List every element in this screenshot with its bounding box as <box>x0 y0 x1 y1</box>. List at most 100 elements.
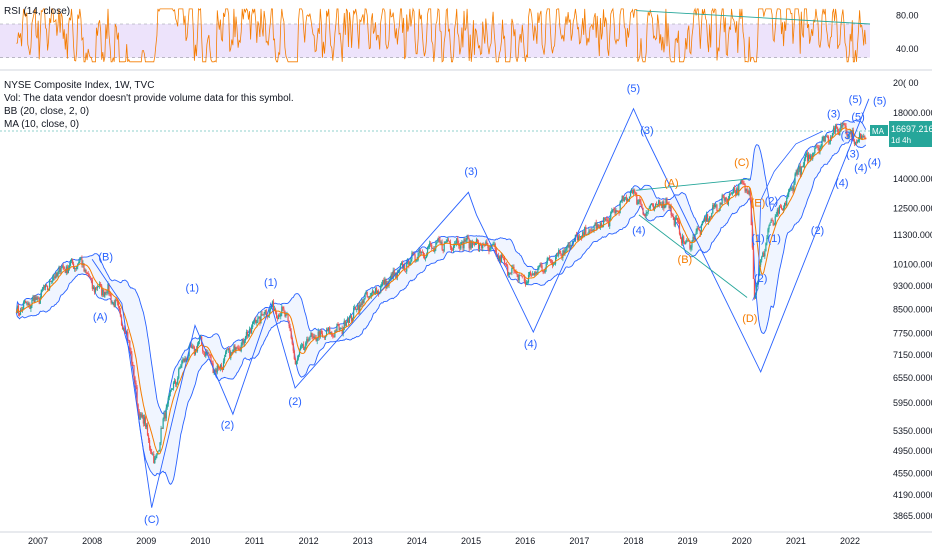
wave-label[interactable]: (5) <box>873 95 886 107</box>
candle-body <box>751 225 753 248</box>
wave-label[interactable]: (2) <box>288 396 301 408</box>
wave-label[interactable]: (A) <box>93 312 108 324</box>
candle-body <box>647 208 649 212</box>
candle-body <box>816 146 818 148</box>
candle-body <box>668 203 670 208</box>
candle-body <box>826 136 828 137</box>
wave-label[interactable]: (B) <box>678 254 693 266</box>
wave-label[interactable]: (1) <box>264 277 277 289</box>
wave-label[interactable]: (C) <box>144 514 159 526</box>
candle-body <box>471 242 473 248</box>
candle-body <box>772 220 774 226</box>
wave-label[interactable]: (1) <box>767 233 780 245</box>
wave-label[interactable]: (2) <box>811 225 824 237</box>
wave-label[interactable]: (2) <box>765 195 778 207</box>
candle-body <box>135 383 137 388</box>
candle-body <box>162 418 164 429</box>
candle-body <box>627 199 630 201</box>
candle-body <box>37 297 39 299</box>
rsi-legend[interactable]: RSI (14, close) <box>4 6 71 17</box>
candle-body <box>824 136 826 142</box>
candle-body <box>729 193 732 195</box>
candle-body <box>484 245 486 246</box>
candle-body <box>223 356 226 361</box>
candle-body <box>347 318 350 323</box>
wave-label[interactable]: (4) <box>835 177 848 189</box>
wave-label[interactable]: (2) <box>221 419 234 431</box>
wave-label[interactable]: (3) <box>464 166 477 178</box>
candle-body <box>217 365 219 369</box>
price-tick: 7750.0000 <box>893 329 932 339</box>
candle-body <box>409 262 411 266</box>
candle-body <box>792 187 794 191</box>
candle-body <box>143 417 145 424</box>
candle-body <box>59 267 61 272</box>
candle-body <box>342 329 344 335</box>
ma-legend[interactable]: MA (10, close, 0) <box>4 119 80 130</box>
candle-body <box>863 136 865 137</box>
wave-label[interactable]: (E) <box>751 197 766 209</box>
candle-body <box>452 246 455 250</box>
candle-body <box>613 209 615 210</box>
wave-label[interactable]: (1) <box>186 283 199 295</box>
candle-body <box>752 247 754 279</box>
wave-label[interactable]: (3) <box>846 148 859 160</box>
wave-label[interactable]: (5) <box>849 94 862 106</box>
candle-body <box>141 414 143 418</box>
candle-body <box>390 274 392 280</box>
time-axis[interactable]: 2007 2008 2009 2010 2011 2012 2013 2014 2015 2016… <box>28 536 860 546</box>
candle-body <box>309 336 311 341</box>
candle-body <box>359 304 361 312</box>
candle-body <box>745 189 747 192</box>
candle-body <box>489 247 491 252</box>
wave-label[interactable]: (3) <box>640 125 653 137</box>
symbol-legend[interactable]: NYSE Composite Index, 1W, TVC <box>4 80 155 91</box>
candle-body <box>840 125 842 131</box>
wave-label[interactable]: (B) <box>98 252 113 264</box>
wave-label[interactable]: (4) <box>868 157 881 169</box>
candle-body <box>245 331 248 338</box>
wave-label[interactable]: (5) <box>627 83 640 95</box>
candle-body <box>100 283 102 286</box>
candle-body <box>336 323 338 332</box>
wave-label[interactable]: (A) <box>664 177 679 189</box>
main-legend[interactable]: NYSE Composite Index, 1W, TVC Vol: The d… <box>4 79 294 131</box>
candle-body <box>579 236 582 237</box>
wave-label[interactable]: (3) <box>841 130 854 142</box>
wave-label[interactable]: (3) <box>827 108 840 120</box>
time-tick: 2020 <box>732 536 752 546</box>
wave-label[interactable]: (5) <box>851 111 864 123</box>
candle-body <box>20 309 23 311</box>
candle-body <box>793 183 795 191</box>
candle-body <box>34 296 36 303</box>
candle-body <box>283 308 285 311</box>
wave-label[interactable]: (1) <box>751 233 764 245</box>
candle-body <box>208 352 210 355</box>
candle-body <box>862 135 864 137</box>
candle-body <box>407 260 409 263</box>
candle-body <box>28 304 30 305</box>
candle-body <box>418 250 420 254</box>
candle-body <box>444 242 446 244</box>
candle-body <box>323 336 326 338</box>
bb-legend[interactable]: BB (20, close, 2, 0) <box>4 106 90 117</box>
candle-body <box>777 209 779 214</box>
candle-body <box>356 309 358 311</box>
wave-label[interactable]: (4) <box>632 225 645 237</box>
candle-body <box>236 347 238 349</box>
wave-label[interactable]: (2) <box>754 273 767 285</box>
candle-body <box>160 428 162 443</box>
wave-label[interactable]: (C) <box>734 157 749 169</box>
candle-body <box>603 218 606 220</box>
candle-body <box>207 352 209 354</box>
wave-label[interactable]: (4) <box>524 339 537 351</box>
candle-body <box>120 316 123 325</box>
price-axis[interactable]: 20( 00 18000.0000 14000.0000 12500.0000 1130… <box>893 78 932 521</box>
wave-label[interactable]: (D) <box>742 313 757 325</box>
candle-body <box>476 239 479 242</box>
candle-body <box>311 332 313 337</box>
candle-body <box>364 293 366 299</box>
candle-body <box>239 349 241 352</box>
candle-body <box>666 198 668 204</box>
wave-label[interactable]: (4) <box>854 162 867 174</box>
